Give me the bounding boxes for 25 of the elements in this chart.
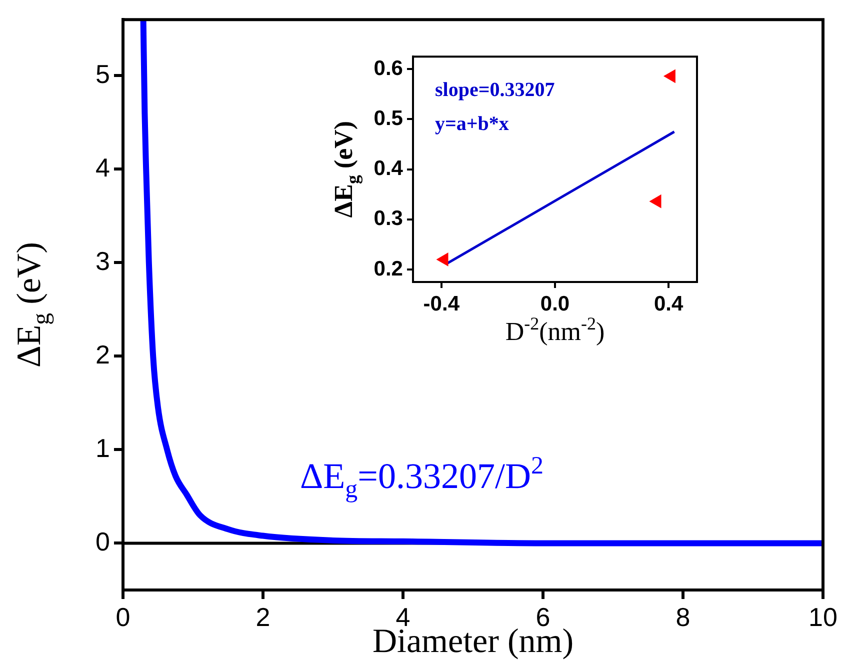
x-tick-label: 10 [808,602,838,632]
y-tick-label: 0.2 [374,257,403,280]
y-tick-label: 4 [96,152,110,182]
y-tick-label: 0 [96,526,110,556]
y-tick-label: 1 [96,432,110,463]
y-tick-label: 0.6 [374,56,403,80]
annotation: slope=0.33207 [435,79,555,101]
x-tick-label: -0.4 [423,292,460,316]
x-tick-label: 0.4 [654,292,684,316]
point [436,252,448,266]
annotation: y=a+b*x [435,113,509,135]
x-tick-label: 2 [256,602,270,632]
x-tick-label: 0.0 [540,292,570,316]
point [663,69,676,84]
y-tick-label: 0.4 [374,157,404,180]
y-tick-label: 0.5 [374,107,404,130]
y-tick-label: 0.3 [374,207,403,230]
x-tick-label: 8 [676,602,690,632]
y-tick-label: 2 [96,339,110,370]
point [649,194,662,208]
y-axis-title: ΔEg (eV) [329,120,362,218]
y-tick-label: 5 [96,58,110,89]
y-tick-label: 3 [96,246,110,276]
y-axis-title: ΔEg (eV) [11,242,54,368]
x-tick-label: 0 [116,602,130,632]
